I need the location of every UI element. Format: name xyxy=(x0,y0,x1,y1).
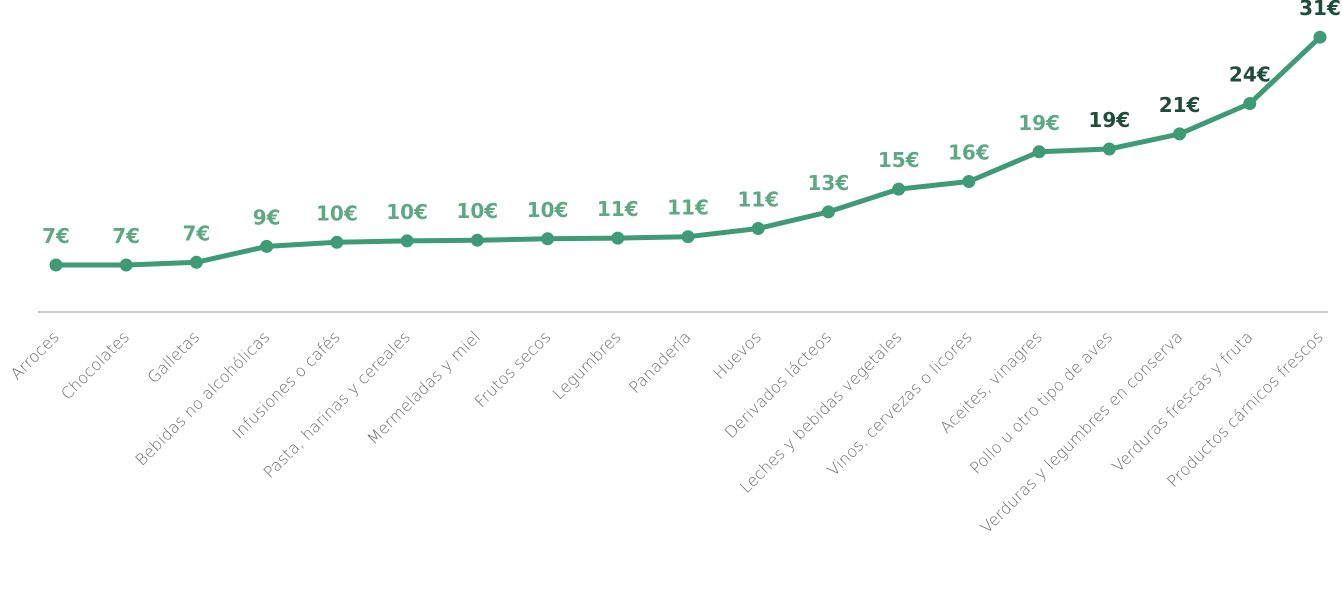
data-label: 11€ xyxy=(667,196,709,220)
data-label: 10€ xyxy=(456,199,498,223)
data-point xyxy=(49,258,63,272)
data-point xyxy=(119,258,133,272)
data-label: 31€ xyxy=(1299,0,1341,20)
data-point xyxy=(470,233,484,247)
data-label: 9€ xyxy=(253,205,281,229)
data-point xyxy=(821,205,835,219)
data-point xyxy=(751,222,765,235)
x-tick-label: Huevos xyxy=(709,327,765,383)
data-point xyxy=(1032,145,1046,159)
x-tick-label: Frutos secos xyxy=(471,327,555,411)
x-tick-label: Vinos, cervezas o licores xyxy=(823,327,975,479)
data-label: 13€ xyxy=(808,171,850,195)
x-tick-label: Galletas xyxy=(144,327,204,387)
x-tick-label: Chocolates xyxy=(57,327,133,403)
data-label: 10€ xyxy=(527,198,569,222)
x-tick-label: Panadería xyxy=(625,327,695,397)
data-point xyxy=(1102,142,1116,156)
data-label: 15€ xyxy=(878,148,920,172)
data-label: 7€ xyxy=(182,221,210,245)
x-tick-label: Pasta, harinas y cereales xyxy=(260,327,414,481)
data-label: 19€ xyxy=(1088,108,1130,132)
data-label: 11€ xyxy=(737,188,779,212)
value-labels-layer: 7€ 7€ 7€ 9€ 10€ 10€ 10€ 10€ 11€ 11€ 11€ 13€ 15€ 16€ 19… xyxy=(42,0,1341,248)
data-point xyxy=(611,231,625,245)
data-point xyxy=(681,230,695,244)
data-label: 10€ xyxy=(386,200,428,224)
data-point xyxy=(1173,127,1187,141)
data-label: 7€ xyxy=(42,224,70,248)
data-label: 24€ xyxy=(1229,63,1271,87)
data-point xyxy=(189,255,203,269)
x-tick-label: Arroces xyxy=(7,327,63,383)
data-label: 7€ xyxy=(112,224,140,248)
points-layer xyxy=(49,30,1327,272)
data-label: 16€ xyxy=(948,141,990,165)
data-label: 11€ xyxy=(597,197,639,221)
data-point xyxy=(892,182,906,196)
x-tick-label: Verduras frescas y fruta xyxy=(1108,327,1256,475)
data-point xyxy=(400,234,414,248)
data-label: 21€ xyxy=(1159,93,1201,117)
data-label: 10€ xyxy=(316,201,358,225)
data-point xyxy=(1243,97,1257,110)
data-point xyxy=(330,235,344,249)
data-point xyxy=(962,175,976,188)
data-point xyxy=(1313,30,1327,44)
x-tick-label: Pollo u otro tipo de aves xyxy=(966,327,1116,477)
data-label: 19€ xyxy=(1018,111,1060,135)
x-tick-label: Legumbres xyxy=(549,327,625,403)
x-tick-label: Bebidas no alcohólicas xyxy=(131,327,273,469)
data-point xyxy=(541,232,555,246)
data-point xyxy=(260,239,274,253)
